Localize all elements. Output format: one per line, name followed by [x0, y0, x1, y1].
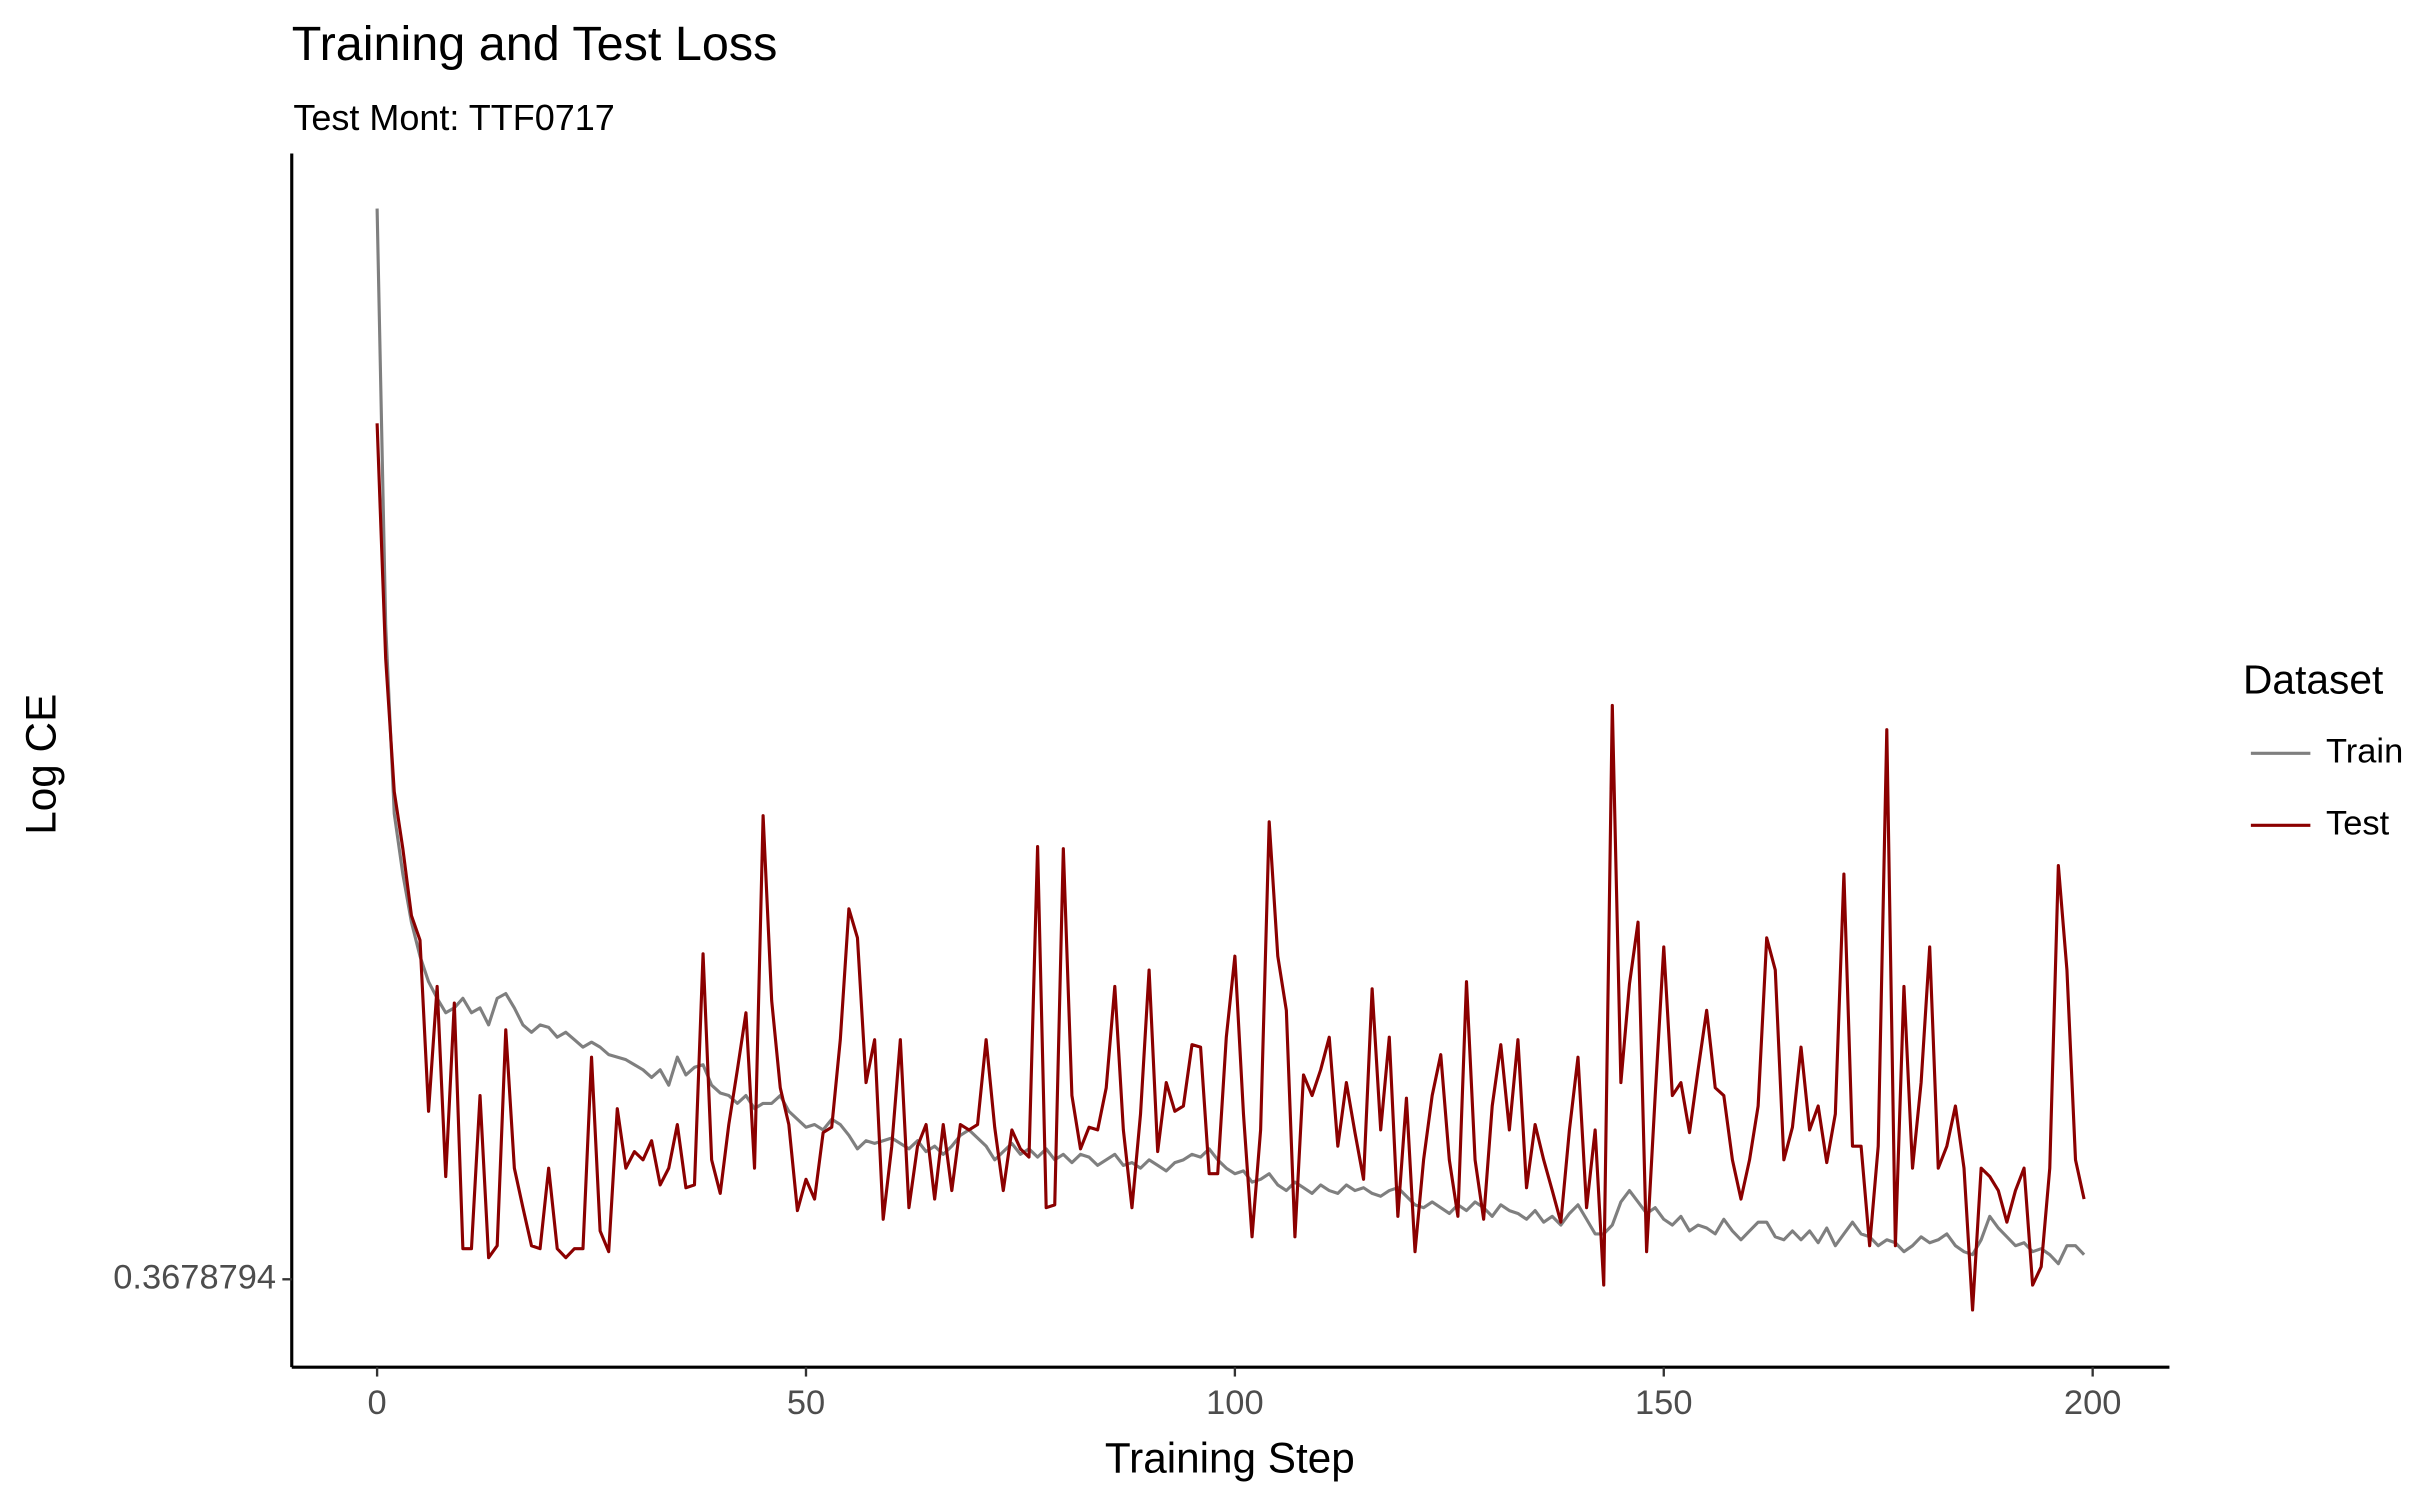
x-tick-label: 50: [787, 1384, 825, 1422]
legend-label: Train: [2326, 732, 2403, 770]
x-tick-label: 0: [368, 1384, 387, 1422]
x-tick-label: 200: [2064, 1384, 2121, 1422]
legend-label: Test: [2326, 804, 2390, 842]
y-axis-label: Log CE: [17, 694, 64, 835]
chart-subtitle: Test Mont: TTF0717: [293, 97, 614, 138]
chart-title: Training and Test Loss: [292, 17, 778, 71]
series-line: [375, 208, 2086, 1266]
legend-title: Dataset: [2243, 657, 2384, 703]
x-tick-label: 100: [1206, 1384, 1263, 1422]
series-line: [375, 423, 2086, 1312]
y-tick-label: 0.3678794: [113, 1258, 276, 1296]
x-tick-label: 150: [1635, 1384, 1692, 1422]
x-axis-label: Training Step: [1105, 1434, 1355, 1481]
